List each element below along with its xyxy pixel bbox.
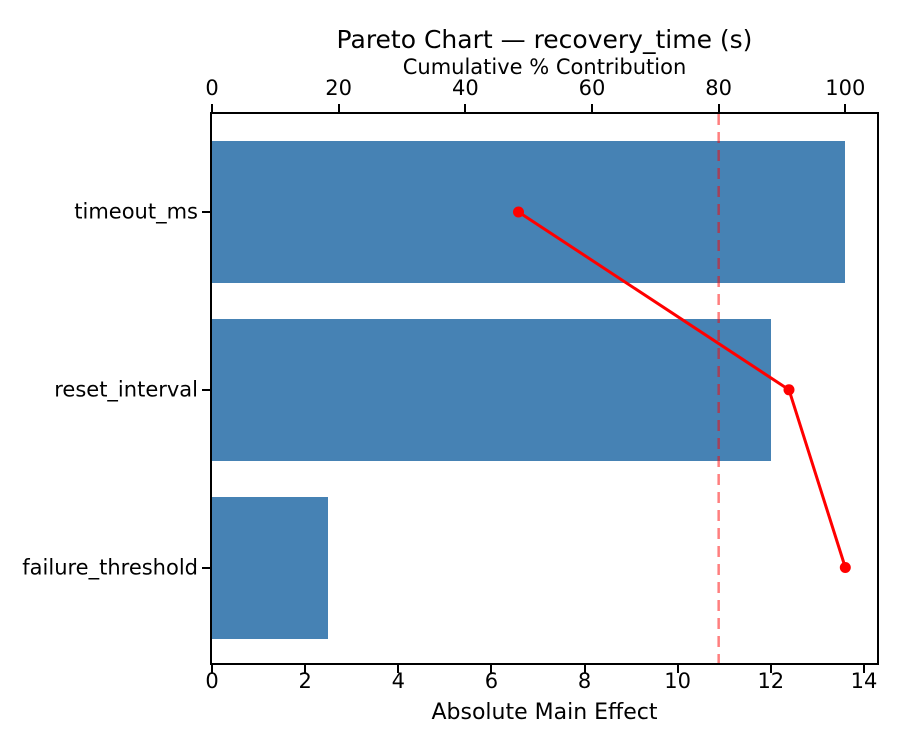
top-axis-tick — [337, 104, 340, 112]
cumulative-marker-failure_threshold — [839, 562, 851, 573]
y-axis-label-reset_interval: reset_interval — [54, 377, 198, 402]
bottom-axis-label: Absolute Main Effect — [431, 700, 658, 725]
cumulative-marker-reset_interval — [783, 384, 795, 396]
bottom-axis-tick — [769, 665, 772, 673]
bottom-axis-tick-label: 6 — [484, 669, 499, 693]
bottom-axis-tick — [676, 665, 679, 673]
top-axis-tick-label: 20 — [325, 76, 353, 100]
top-axis-tick-label: 60 — [578, 76, 606, 100]
top-axis-label: Cumulative % Contribution — [402, 55, 687, 79]
bottom-axis-tick-label: 12 — [757, 669, 785, 693]
bottom-axis-tick — [583, 665, 586, 673]
y-axis-tick — [202, 566, 210, 569]
bar-failure_threshold — [212, 496, 329, 639]
chart-title: Pareto Chart — recovery_time (s) — [336, 25, 753, 54]
bottom-axis-tick-label: 10 — [664, 669, 692, 693]
top-axis-tick-label: 100 — [825, 76, 866, 100]
bottom-axis-tick-label: 4 — [391, 669, 405, 693]
y-axis-label-failure_threshold: failure_threshold — [22, 555, 198, 579]
bottom-axis-tick — [490, 665, 493, 673]
y-axis-label-timeout_ms: timeout_ms — [74, 199, 198, 224]
cumulative-line — [517, 210, 847, 568]
bottom-axis-tick-label: 2 — [298, 669, 312, 693]
top-axis-tick — [211, 104, 213, 112]
bottom-axis-tick-label: 0 — [205, 669, 219, 693]
bottom-axis-tick — [211, 665, 213, 673]
cumulative-marker-timeout_ms — [513, 206, 524, 218]
top-axis-tick-label: 80 — [705, 76, 733, 100]
bottom-axis-tick — [862, 665, 865, 673]
bottom-axis-tick-label: 14 — [850, 669, 878, 693]
top-axis-tick — [591, 104, 593, 112]
top-axis-tick — [844, 104, 847, 112]
bottom-axis-tick-label: 8 — [577, 669, 592, 693]
bar-timeout_ms — [212, 141, 846, 283]
top-axis-tick-label: 40 — [451, 76, 479, 100]
bar-reset_interval — [212, 318, 771, 461]
y-axis-tick — [202, 211, 210, 213]
top-axis-tick — [464, 104, 467, 112]
bottom-axis-tick — [304, 665, 307, 673]
plot-overlay — [513, 114, 851, 663]
top-axis-tick — [717, 104, 720, 112]
bottom-axis-tick — [397, 665, 400, 673]
top-axis-tick-label: 0 — [205, 76, 219, 100]
plot-area — [210, 112, 879, 665]
y-axis-tick — [202, 388, 210, 391]
